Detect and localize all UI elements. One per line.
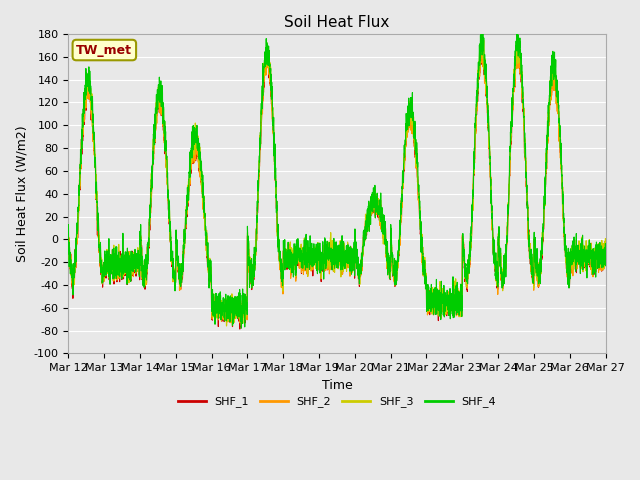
- Text: TW_met: TW_met: [76, 44, 132, 57]
- Y-axis label: Soil Heat Flux (W/m2): Soil Heat Flux (W/m2): [15, 125, 28, 262]
- Legend: SHF_1, SHF_2, SHF_3, SHF_4: SHF_1, SHF_2, SHF_3, SHF_4: [173, 392, 500, 412]
- Title: Soil Heat Flux: Soil Heat Flux: [284, 15, 390, 30]
- X-axis label: Time: Time: [321, 379, 352, 392]
